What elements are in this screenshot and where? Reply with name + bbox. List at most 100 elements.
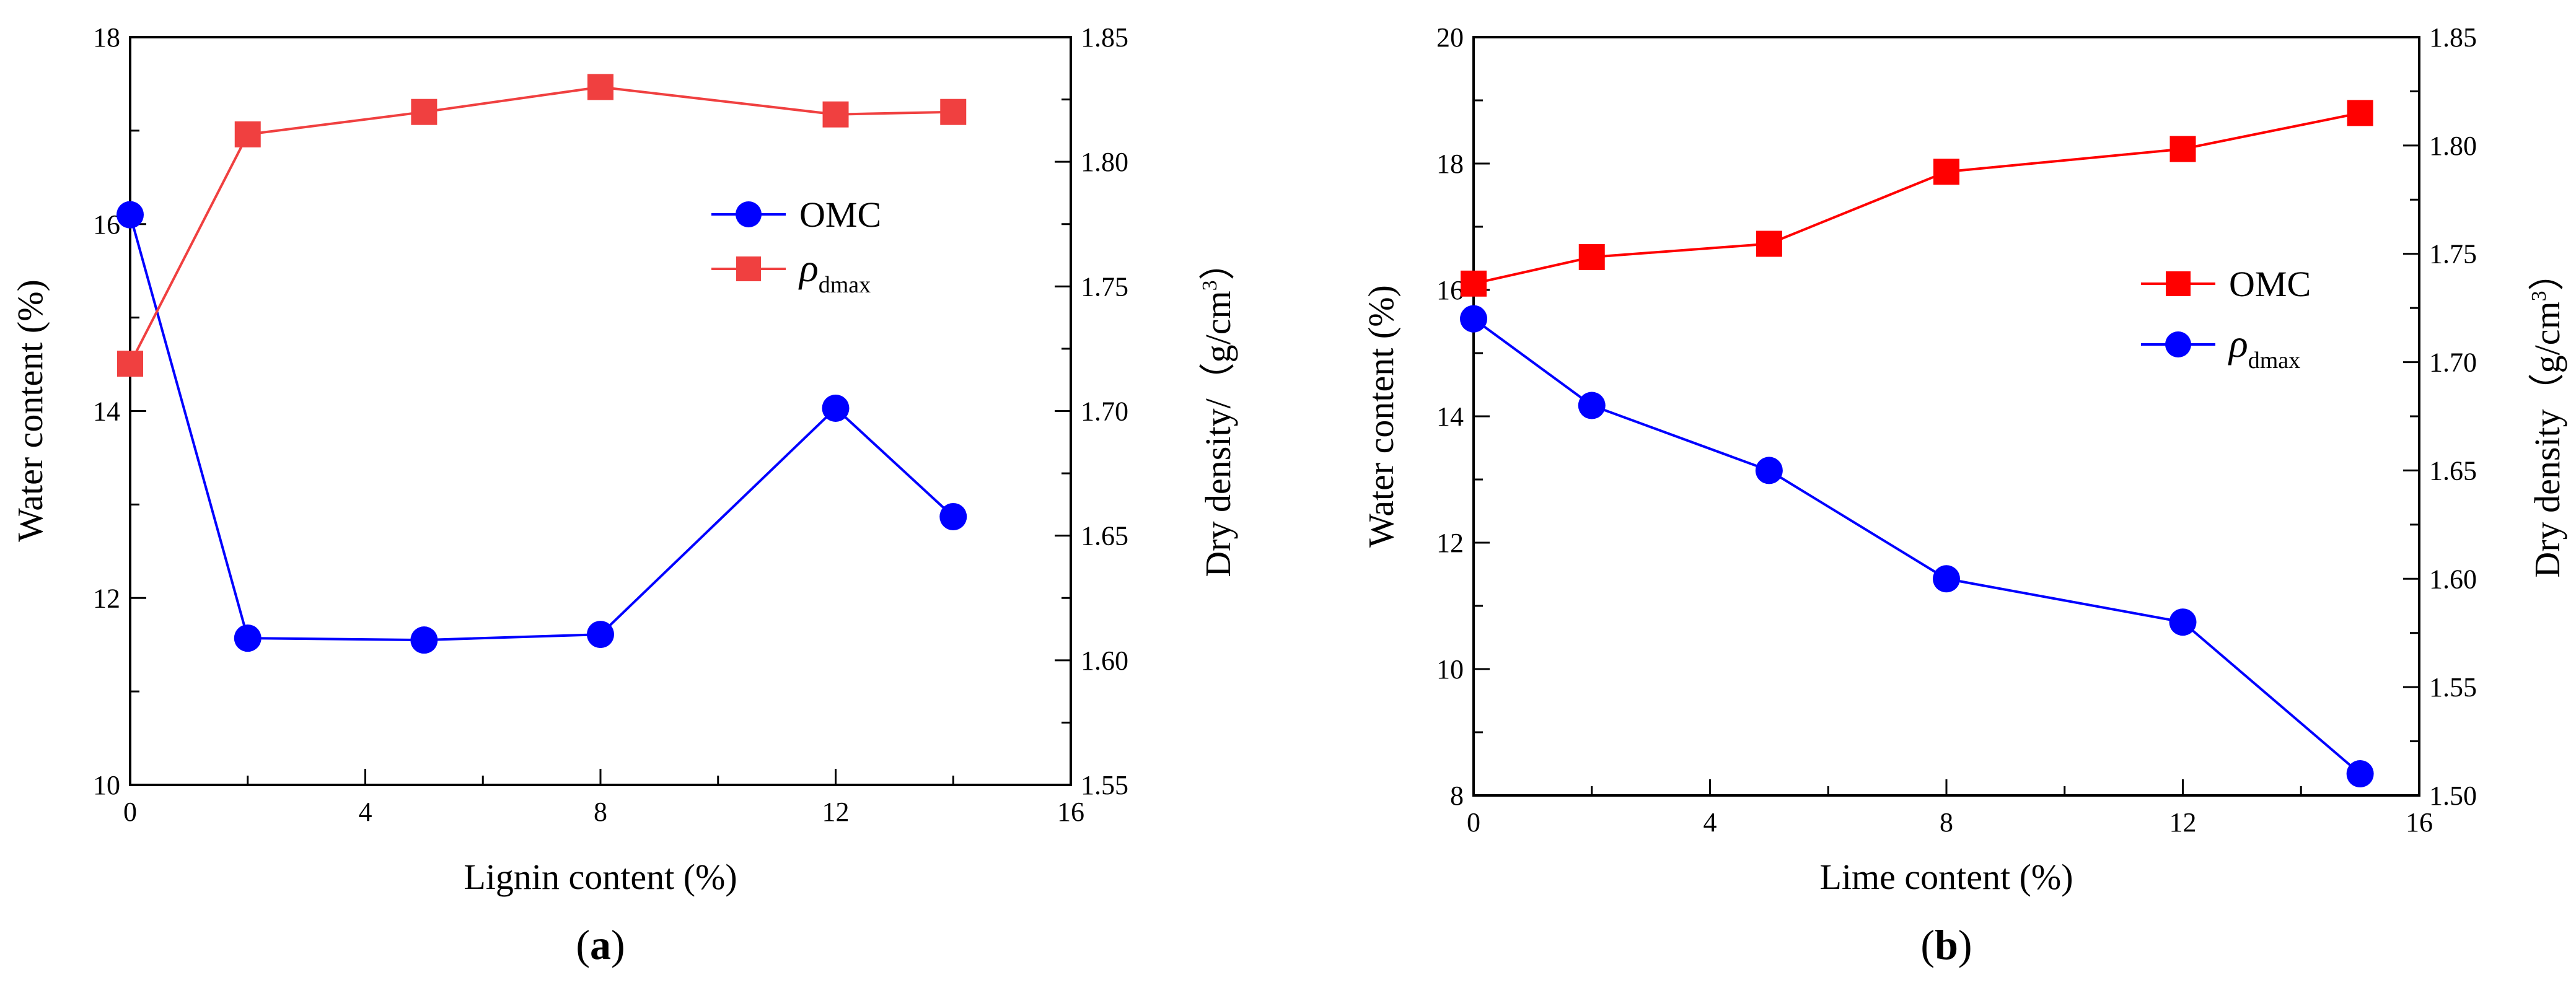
x-tick-label: 4 (1703, 807, 1717, 838)
legend-rho-label: ρdmax (2228, 322, 2300, 374)
panel-b-y2-axis-title: Dry density（g/cm3） (2527, 255, 2567, 577)
panel-b-y-axis-title: Water content (%) (1361, 285, 1401, 548)
y2-tick-label: 1.55 (1081, 770, 1128, 800)
y2-tick-label: 1.55 (2429, 672, 2477, 703)
y-tick-label: 14 (1436, 401, 1464, 432)
y-tick-label: 18 (1436, 149, 1464, 179)
legend-omc-marker (2166, 271, 2191, 296)
panel-a-y2-title-sup: 3 (1198, 280, 1221, 291)
series-1-point (1933, 565, 1960, 593)
series-1-point (234, 121, 261, 147)
y2-tick-label: 1.70 (2429, 348, 2477, 378)
x-tick-label: 16 (1057, 797, 1084, 827)
panel-b-plot-frame (1472, 36, 2420, 797)
series-1-point (1755, 457, 1783, 484)
y2-tick-label: 1.75 (2429, 239, 2477, 269)
y2-tick-label: 1.60 (2429, 564, 2477, 594)
panel-a-y2-axis-title: Dry density/（g/cm3） (1198, 244, 1238, 577)
panel-a-tick-labels: 0 4 8 12 16 10 12 14 16 18 1.55 1.60 1.65 1.70 1.75 1.8… (93, 22, 1128, 827)
panel-b-tick-labels: 0 4 8 12 16 8 10 12 14 16 18 20 1.50 1.55 1.60 1.65 1.70… (1436, 22, 2477, 838)
x-tick-label: 16 (2406, 807, 2433, 838)
series-1-point (587, 74, 613, 100)
panel-a-grid-ticks (129, 36, 1072, 786)
series-0-point (587, 621, 614, 649)
series-0-point (2347, 100, 2373, 126)
y2-tick-label: 1.70 (1081, 396, 1128, 427)
y2-tick-label: 1.85 (1081, 22, 1128, 53)
panel-a-plot-frame (129, 36, 1072, 786)
y-tick-label: 12 (1436, 528, 1464, 558)
x-tick-label: 12 (822, 797, 850, 827)
series-1-point (940, 98, 967, 125)
series-1-point (1460, 305, 1487, 333)
y-tick-label: 8 (1450, 781, 1464, 811)
y-tick-label: 14 (93, 396, 120, 427)
series-0-line (1473, 112, 2360, 285)
series-0-point (234, 624, 262, 652)
y-tick-label: 10 (1436, 654, 1464, 685)
panel-b-label-letter: b (1935, 921, 1958, 968)
legend-rho-subscript: dmax (2248, 348, 2300, 374)
y2-tick-label: 1.75 (1081, 271, 1128, 302)
series-1-line (129, 85, 954, 365)
x-tick-label: 0 (1467, 807, 1480, 838)
legend-rho-label: ρdmax (798, 246, 871, 298)
y2-tick-label: 1.80 (1081, 147, 1128, 177)
y-tick-label: 16 (1436, 275, 1464, 305)
panel-a-y2-title-close: ） (1198, 244, 1238, 280)
panel-b-y2-title-main: Dry density（g/cm (2527, 301, 2567, 577)
series-1-point (2346, 760, 2374, 788)
series-0-point (1933, 159, 1959, 185)
series-1-point (411, 98, 437, 125)
series-0-point (1756, 230, 1782, 257)
y-tick-label: 12 (93, 583, 120, 613)
series-1-point (117, 351, 143, 377)
x-tick-label: 12 (2169, 807, 2197, 838)
x-tick-label: 8 (1940, 807, 1953, 838)
x-tick-label: 8 (594, 797, 607, 827)
y2-tick-label: 1.60 (1081, 646, 1128, 676)
panel-a-label-close: ) (611, 921, 625, 968)
panel-b-y2-title-close: ） (2527, 255, 2567, 291)
series-0-line (129, 214, 954, 642)
legend-rho-symbol: ρ (2228, 322, 2248, 366)
legend-rho-symbol: ρ (798, 246, 819, 290)
panel-b-label: (b) (1920, 921, 1972, 968)
series-0-point (1461, 270, 1487, 297)
y2-tick-label: 1.50 (2429, 781, 2477, 811)
series-0-point (822, 394, 850, 422)
panel-a-legend: OMC ρdmax (711, 195, 881, 298)
panel-b-series (1460, 100, 2374, 788)
panel-b: 0 4 8 12 16 8 10 12 14 16 18 20 1.50 1.55 1.60 1.65 1.70… (1361, 22, 2567, 968)
panel-b-x-axis-title: Lime content (%) (1819, 857, 2073, 897)
y2-tick-label: 1.65 (1081, 521, 1128, 551)
y2-tick-label: 1.85 (2429, 22, 2477, 53)
x-tick-label: 0 (123, 797, 137, 827)
y-tick-label: 18 (93, 22, 120, 53)
series-0-point (410, 626, 438, 654)
series-0-point (1578, 243, 1605, 270)
series-1-line (1472, 317, 2361, 775)
y-tick-label: 20 (1436, 22, 1464, 53)
legend-rho-marker (2165, 331, 2191, 357)
legend-rho-subscript: dmax (819, 272, 871, 298)
y2-tick-label: 1.80 (2429, 131, 2477, 161)
series-0-point (116, 201, 144, 229)
series-0-point (2169, 136, 2196, 162)
series-1-point (2169, 608, 2197, 636)
panel-a-label-open: ( (576, 921, 590, 968)
series-1-point (1578, 392, 1606, 419)
y-tick-label: 10 (93, 770, 120, 800)
panel-b-label-close: ) (1958, 921, 1972, 968)
series-1-point (822, 101, 849, 128)
panel-b-y2-title-sup: 3 (2528, 291, 2551, 301)
panel-a-x-axis-title: Lignin content (%) (464, 857, 737, 897)
panel-a-label-letter: a (590, 921, 611, 968)
panel-b-legend: OMC ρdmax (2141, 264, 2311, 374)
panel-a-series (116, 74, 967, 654)
panel-b-grid-ticks (1472, 36, 2420, 797)
panel-b-label-open: ( (1920, 921, 1935, 968)
legend-rho-marker (736, 256, 761, 281)
legend-omc-marker (736, 201, 762, 227)
